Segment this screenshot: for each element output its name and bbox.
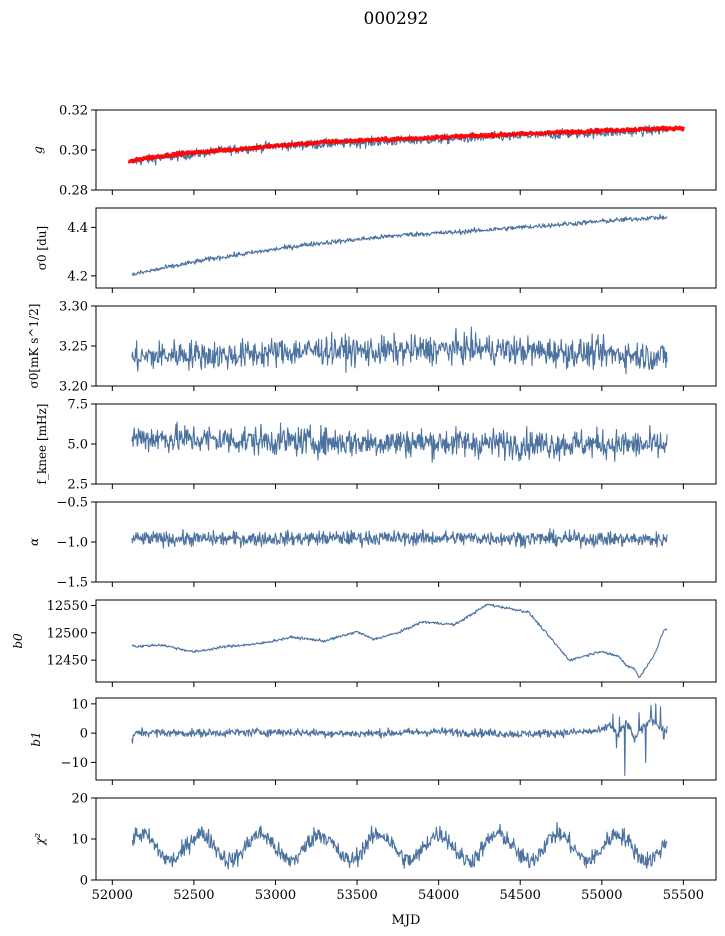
panel-alpha-marks: −1.5 −1.0 −0.5	[56, 496, 684, 591]
panel-b0: 12450 12500 12550 b0	[11, 599, 717, 687]
panel-g: 0.28 0.30 0.32 g	[31, 104, 717, 199]
panel-chi2: 0 10 20 52000 52500 53000 53500 54000 54500 55000…	[33, 792, 717, 904]
x-axis-label: MJD	[392, 913, 421, 928]
chi2-ytick-label: 20	[71, 792, 88, 807]
sigma0-ytick-label: 4.2	[67, 269, 88, 284]
sigma0k-ytick-label: 3.30	[59, 300, 88, 315]
panel-b0-marks: 12450 12500 12550	[47, 599, 684, 687]
panel-chi2-marks: 0 10 20 52000 52500 53000 53500 54000 54500 55000…	[71, 792, 704, 904]
b0-ytick-label: 12550	[47, 599, 88, 614]
alpha-ytick-label: −1.0	[56, 536, 88, 551]
b0-ytick-label: 12450	[47, 654, 88, 669]
panel-sigma0-frame	[95, 207, 717, 289]
panel-fknee-ylabel: f_knee [mHz]	[35, 404, 49, 485]
sigma0k-ytick-label: 3.25	[59, 340, 88, 355]
sigma0k-ytick-label: 3.20	[59, 380, 88, 395]
fknee-ytick-label: 5.0	[67, 438, 88, 453]
fknee-series-fknee	[131, 421, 668, 463]
g-series-model	[127, 125, 685, 164]
b0-series-b0	[131, 603, 668, 678]
sigma0-series-sigma0	[131, 213, 668, 277]
panel-b1-ylabel: b1	[29, 731, 43, 746]
fknee-ytick-label: 2.5	[67, 478, 88, 493]
alpha-series-alpha	[131, 528, 668, 549]
panel-g-ylabel: g	[31, 146, 45, 154]
panel-b0-frame	[95, 599, 717, 683]
b0-ytick-label: 12500	[47, 626, 88, 641]
panel-g-frame	[95, 109, 717, 191]
panel-sigma0-marks: 4.2 4.4	[67, 213, 684, 293]
g-ytick-label: 0.30	[59, 144, 88, 159]
chi2-series-chi2	[131, 821, 668, 870]
panel-b1-frame	[95, 697, 717, 781]
panel-b0-ylabel: b0	[11, 633, 25, 649]
panel-sigma0k-ylabel: σ0[mK s^1/2]	[27, 304, 41, 389]
panel-chi2-ylabel: χ²	[33, 833, 47, 846]
x-tick-label: 53000	[255, 888, 296, 903]
sigma0k-series-sigma0-mk-	[131, 326, 668, 375]
panel-sigma0k-marks: 3.20 3.25 3.30	[59, 300, 684, 395]
panel-sigma0k: 3.20 3.25 3.30 σ0[mK s^1/2]	[27, 300, 717, 395]
panel-g-marks: 0.28 0.30 0.32	[59, 104, 685, 199]
panel-fknee: 2.5 5.0 7.5 f_knee [mHz]	[35, 398, 717, 493]
b1-ytick-label: 10	[71, 697, 88, 712]
alpha-ytick-label: −1.5	[56, 576, 88, 591]
g-ytick-label: 0.32	[59, 104, 88, 119]
x-tick-label: 54500	[500, 888, 541, 903]
b1-ytick-label: −10	[61, 756, 88, 771]
g-ytick-label: 0.28	[59, 184, 88, 199]
alpha-ytick-label: −0.5	[56, 496, 88, 511]
x-tick-label: 55000	[581, 888, 622, 903]
chi2-ytick-label: 10	[71, 833, 88, 848]
fknee-ytick-label: 7.5	[67, 398, 88, 413]
panel-alpha-ylabel: α	[27, 538, 41, 546]
panel-alpha: −1.5 −1.0 −0.5 α	[27, 496, 717, 591]
panel-b1: −10 0 10 b1	[29, 697, 717, 785]
x-tick-label: 52000	[92, 888, 133, 903]
b1-series-b1	[131, 703, 668, 777]
x-tick-label: 54000	[418, 888, 459, 903]
x-tick-label: 55500	[663, 888, 704, 903]
panel-b1-marks: −10 0 10	[61, 697, 684, 785]
panel-sigma0: 4.2 4.4 σ0 [du]	[35, 207, 717, 293]
chi2-ytick-label: 0	[80, 874, 88, 889]
b1-ytick-label: 0	[80, 727, 88, 742]
panel-sigma0-ylabel: σ0 [du]	[35, 226, 49, 270]
panel-fknee-marks: 2.5 5.0 7.5	[67, 398, 684, 493]
x-tick-label: 52500	[173, 888, 214, 903]
x-tick-label: 53500	[336, 888, 377, 903]
figure-title: 000292	[364, 9, 429, 29]
sigma0-ytick-label: 4.4	[67, 221, 88, 236]
